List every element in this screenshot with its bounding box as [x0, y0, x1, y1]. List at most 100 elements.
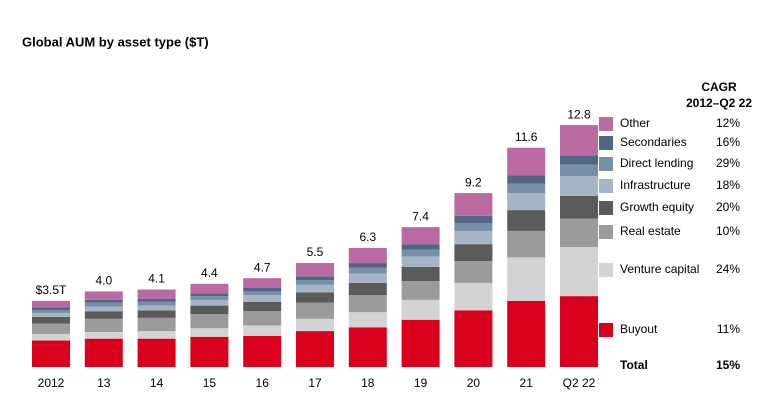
legend-swatch	[599, 117, 613, 131]
bar-segment	[243, 287, 282, 292]
bar-segment	[137, 317, 176, 332]
cagr-value: 18%	[716, 178, 740, 192]
total-value-label: 4.7	[254, 260, 271, 274]
bar-segment	[560, 164, 598, 177]
bar-segment	[560, 176, 598, 196]
bar-segment	[348, 273, 387, 283]
x-tick-label: 20	[467, 376, 481, 390]
bar-segment	[560, 296, 598, 367]
bar-segment	[190, 328, 229, 337]
total-value-label: 5.5	[307, 245, 324, 259]
bar-segment	[348, 282, 387, 296]
legend-swatch	[599, 263, 613, 277]
bar-segment	[348, 267, 387, 274]
bar-segment	[296, 284, 334, 293]
bar-segment	[507, 147, 546, 176]
bar-segment	[190, 299, 229, 306]
bar-segment	[507, 193, 546, 211]
bar-segment	[507, 230, 546, 258]
x-tick-label: 2012	[38, 376, 65, 390]
legend-label: Other	[620, 116, 650, 130]
legend-label: Buyout	[620, 322, 658, 336]
bar-segment	[454, 261, 493, 283]
bar-segment	[84, 306, 123, 312]
bar-segment	[296, 331, 334, 367]
legend-label: Real estate	[620, 224, 681, 238]
bar-segment	[84, 332, 123, 339]
bar-segment	[296, 263, 334, 277]
bar-segment	[348, 263, 387, 268]
bar-segment	[348, 312, 387, 328]
bar-segment	[348, 247, 387, 264]
cagr-header: 2012–Q2 22	[686, 96, 752, 110]
bar-segment	[454, 223, 493, 231]
total-value-label: 12.8	[567, 107, 591, 121]
bar-segment	[190, 293, 229, 297]
x-tick-label: 19	[414, 376, 428, 390]
bar-segment	[507, 175, 546, 184]
legend-swatch	[599, 136, 613, 150]
bar-segment	[190, 296, 229, 300]
legend-swatch	[599, 225, 613, 239]
legend-label: Direct lending	[620, 156, 693, 170]
x-tick-label: 18	[361, 376, 375, 390]
bar-segment	[507, 210, 546, 231]
total-value-label: 9.2	[465, 175, 482, 189]
bar-segment	[296, 302, 334, 319]
total-value-label: $3.5T	[36, 283, 67, 297]
bar-segment	[137, 310, 176, 318]
legend-label: Infrastructure	[620, 178, 691, 192]
bar-segment	[401, 266, 440, 282]
legend-label: Secondaries	[620, 135, 687, 149]
bar-segment	[401, 249, 440, 257]
total-value-label: 7.4	[412, 209, 429, 223]
cagr-value: 11%	[717, 322, 740, 336]
total-value-label: 4.0	[95, 274, 112, 288]
bar-segment	[401, 299, 440, 320]
bar-segment	[137, 298, 176, 302]
bar-segment	[190, 305, 229, 315]
x-tick-label: Q2 22	[563, 376, 596, 390]
bar-segment	[296, 292, 334, 303]
bar-segment	[137, 301, 176, 306]
bar-segment	[137, 305, 176, 311]
bar-segment	[32, 313, 70, 317]
bar-segment	[454, 282, 493, 311]
x-tick-label: 21	[520, 376, 534, 390]
bar-segment	[84, 291, 123, 300]
x-tick-label: 15	[203, 376, 217, 390]
bar-segment	[84, 299, 123, 303]
bar-segment	[32, 307, 70, 311]
bar-segment	[243, 291, 282, 296]
bar-segment	[137, 338, 176, 367]
x-tick-label: 13	[97, 376, 111, 390]
bar-segment	[32, 310, 70, 314]
bar-segment	[560, 246, 598, 297]
bar-segment	[296, 318, 334, 332]
cagr-value: 10%	[716, 224, 740, 238]
bar-segment	[84, 318, 123, 333]
bar-segment	[401, 227, 440, 245]
total-value-label: 4.1	[148, 272, 165, 286]
bar-segment	[454, 310, 493, 367]
x-tick-label: 16	[256, 376, 270, 390]
bar-segment	[32, 333, 70, 341]
bar-segment	[401, 256, 440, 267]
bar-segment	[243, 278, 282, 288]
bar-segment	[454, 244, 493, 262]
bar-segment	[243, 335, 282, 367]
bar-segment	[243, 311, 282, 326]
bar-segment	[348, 327, 387, 367]
total-value-label: 4.4	[201, 266, 218, 280]
legend-label: Venture capital	[620, 262, 699, 276]
cagr-value: 20%	[716, 200, 740, 214]
cagr-value: 12%	[716, 116, 740, 130]
bar-segment	[32, 323, 70, 334]
bar-segment	[401, 281, 440, 300]
bar-segment	[296, 280, 334, 285]
bar-segment	[243, 301, 282, 312]
bar-segment	[190, 314, 229, 329]
bar-segment	[507, 300, 546, 367]
bar-segment	[243, 325, 282, 336]
